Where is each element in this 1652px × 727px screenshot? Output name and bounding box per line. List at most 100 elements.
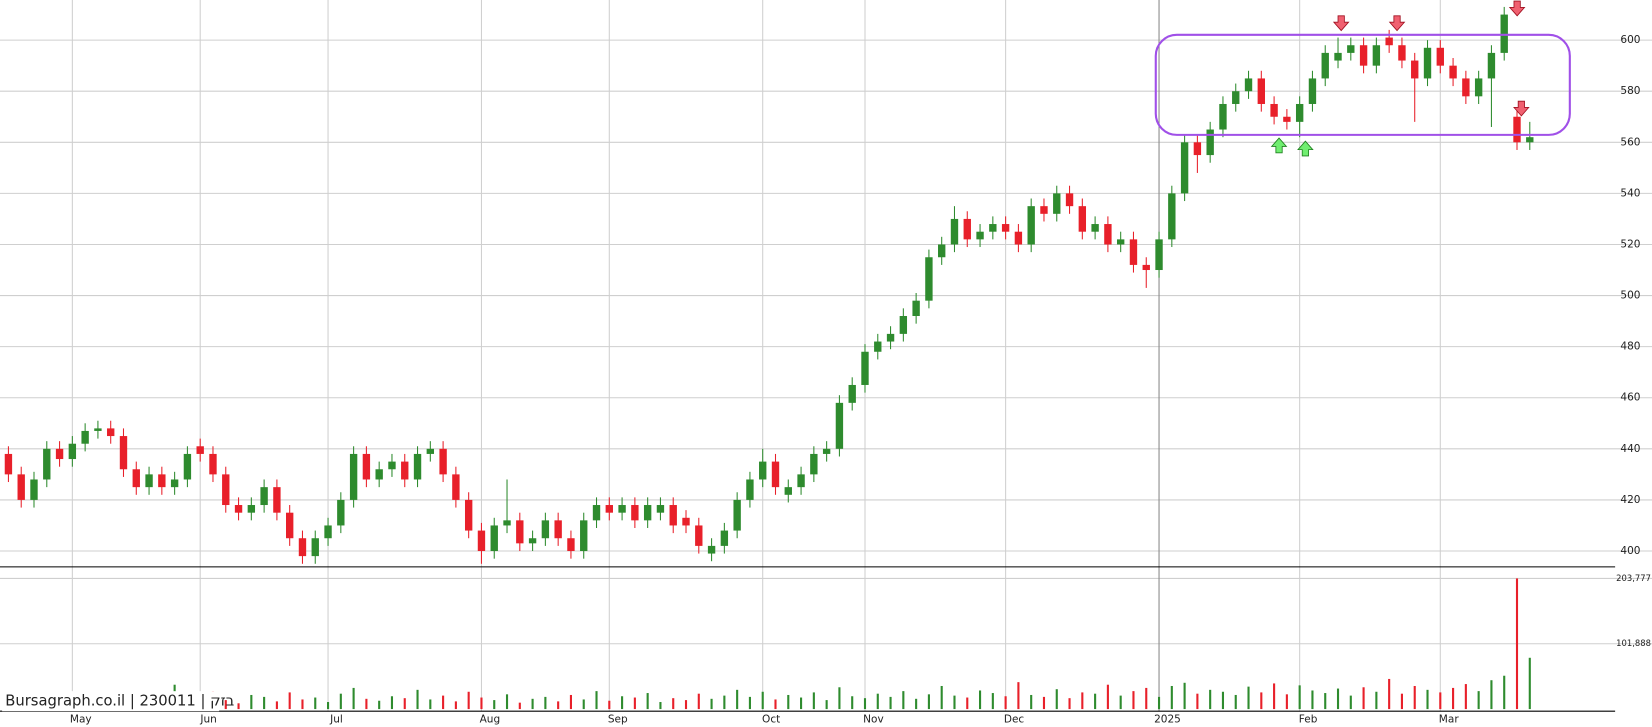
volume-bar [288, 692, 291, 710]
candle-body [1142, 264, 1150, 271]
x-tick-label: 2025 [1154, 714, 1181, 726]
candle-body [912, 300, 920, 316]
volume-bar [1094, 693, 1097, 710]
y-tick-label: 500 [1620, 290, 1640, 302]
candle-body [1385, 37, 1393, 46]
candle-body [950, 218, 959, 245]
candle-body [286, 512, 294, 539]
candle-body [464, 499, 473, 531]
candle-body [1168, 193, 1176, 240]
volume-bar [1477, 691, 1480, 710]
candle-body [1372, 45, 1381, 66]
volume-bar [684, 700, 688, 710]
candle-body [1232, 91, 1240, 104]
candle-body [183, 453, 192, 480]
volume-bar [978, 690, 982, 710]
volume-bar [250, 694, 253, 710]
volume-bar [787, 694, 790, 710]
volume-bar [953, 695, 956, 710]
candle-body [388, 461, 396, 470]
candle-body [209, 453, 217, 475]
volume-bar [263, 696, 266, 710]
volume-bar [595, 691, 598, 710]
volume-bar [608, 700, 611, 710]
candle-body [477, 530, 486, 552]
volume-bar [748, 696, 751, 710]
volume-bar [991, 693, 994, 710]
candle-body [784, 487, 792, 495]
volume-bar [1298, 685, 1301, 710]
volume-bar [493, 700, 496, 710]
volume-bar [1452, 687, 1455, 710]
candle-body [17, 474, 25, 500]
volume-bar [1464, 684, 1467, 710]
volume-bar [902, 691, 905, 710]
candle-body [810, 453, 818, 475]
candle-body [1449, 65, 1457, 79]
y-tick-label: 560 [1620, 136, 1640, 148]
sell-arrows [1332, 0, 1530, 117]
source-label: Bursagraph.co.il | 230011 | בזק [5, 693, 234, 710]
volume-bar [915, 698, 918, 710]
volume-bar [1170, 685, 1173, 710]
volume-bar [1311, 690, 1314, 710]
candle-body [298, 538, 307, 557]
x-tick-label: Nov [863, 714, 884, 726]
volume-bar [838, 687, 841, 710]
candle-body [158, 474, 166, 488]
candle-body [1423, 47, 1432, 79]
candle-body [1257, 78, 1265, 104]
candle-body [643, 505, 652, 521]
x-tick-label: Mar [1439, 714, 1460, 726]
candle-body [580, 520, 588, 552]
volume-bar [927, 694, 930, 710]
candle-body [1053, 193, 1061, 214]
volume-bar [365, 698, 368, 710]
x-tick-label: Aug [480, 714, 501, 726]
volume-bar [224, 700, 227, 710]
candle-body [452, 474, 460, 500]
volume-bar [736, 689, 739, 710]
candle-body [1180, 142, 1189, 194]
volume-bar [557, 701, 560, 710]
candle-body [4, 453, 13, 475]
volume-bar [237, 703, 240, 710]
candle-body [1129, 239, 1138, 265]
candle-body [273, 487, 281, 513]
candle-body [1014, 231, 1023, 245]
candle-body [963, 218, 971, 240]
candle-body [401, 461, 409, 480]
candle-body [1270, 103, 1278, 117]
candle-body [733, 499, 741, 531]
volume-bar [1400, 693, 1403, 710]
volume-bar [800, 697, 803, 710]
volume-bar [1030, 694, 1033, 710]
volume-bar [1068, 698, 1071, 710]
volume-bar [416, 689, 419, 710]
candle-body [618, 505, 626, 513]
candle-body [682, 517, 690, 526]
candle-body [759, 461, 767, 480]
volume-bar [390, 696, 394, 710]
candle-body [1321, 52, 1329, 79]
candle-body [1308, 78, 1317, 104]
volume-bar [863, 698, 867, 710]
volume-bar [1106, 684, 1109, 710]
candle-body [771, 461, 780, 488]
volume-bar [531, 698, 534, 710]
volume-bar [1145, 687, 1148, 710]
volume-bar [966, 697, 969, 710]
volume-bar [659, 702, 662, 710]
volume-bar [454, 701, 457, 710]
candle-body [1398, 45, 1406, 61]
candle-body [1462, 78, 1470, 97]
x-tick-label: May [70, 714, 92, 726]
volume-bar [646, 693, 649, 710]
candle-body [439, 448, 447, 475]
candle-body [1411, 60, 1419, 79]
candle-body [516, 520, 524, 544]
volume-bar [1055, 689, 1058, 710]
volume-bar [940, 685, 943, 710]
